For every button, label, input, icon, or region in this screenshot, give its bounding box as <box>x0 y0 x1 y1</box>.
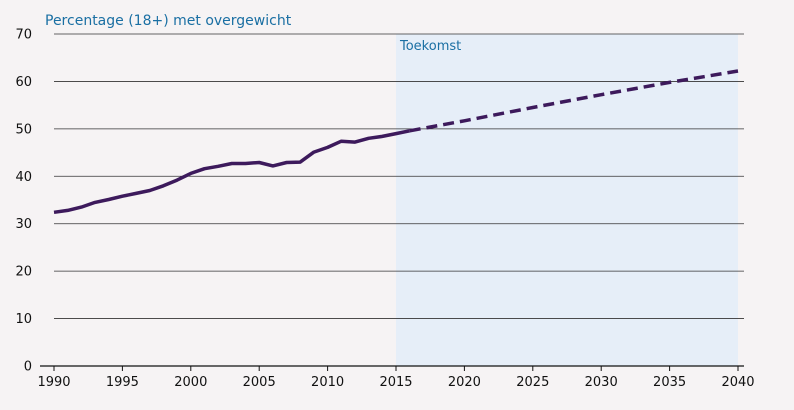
y-tick-label: 40 <box>15 170 32 185</box>
x-tick-label: 2010 <box>311 375 344 390</box>
chart-title: Percentage (18+) met overgewicht <box>45 13 292 29</box>
x-tick-label: 2000 <box>174 375 207 390</box>
x-tick-label: 1990 <box>37 375 70 390</box>
x-tick-label: 2035 <box>653 375 686 390</box>
y-tick-label: 70 <box>15 28 32 43</box>
x-tick-label: 2030 <box>585 375 618 390</box>
y-tick-label: 30 <box>15 217 32 232</box>
series-line-observed <box>53 129 411 215</box>
x-tick-label: 2025 <box>516 375 549 390</box>
x-tick-label: 2005 <box>243 375 276 390</box>
future-band <box>396 34 738 366</box>
x-tick-label: 2020 <box>448 375 481 390</box>
future-label: Toekomst <box>399 39 461 54</box>
y-tick-label: 10 <box>15 312 32 327</box>
y-tick-label: 0 <box>24 360 32 375</box>
x-tick-label: 2040 <box>721 375 754 390</box>
y-tick-label: 60 <box>15 75 32 90</box>
y-tick-label: 20 <box>15 265 32 280</box>
x-tick-label: 1995 <box>106 375 139 390</box>
series-line-projection <box>409 69 739 133</box>
x-tick-label: 2015 <box>379 375 412 390</box>
y-tick-label: 50 <box>15 122 32 137</box>
